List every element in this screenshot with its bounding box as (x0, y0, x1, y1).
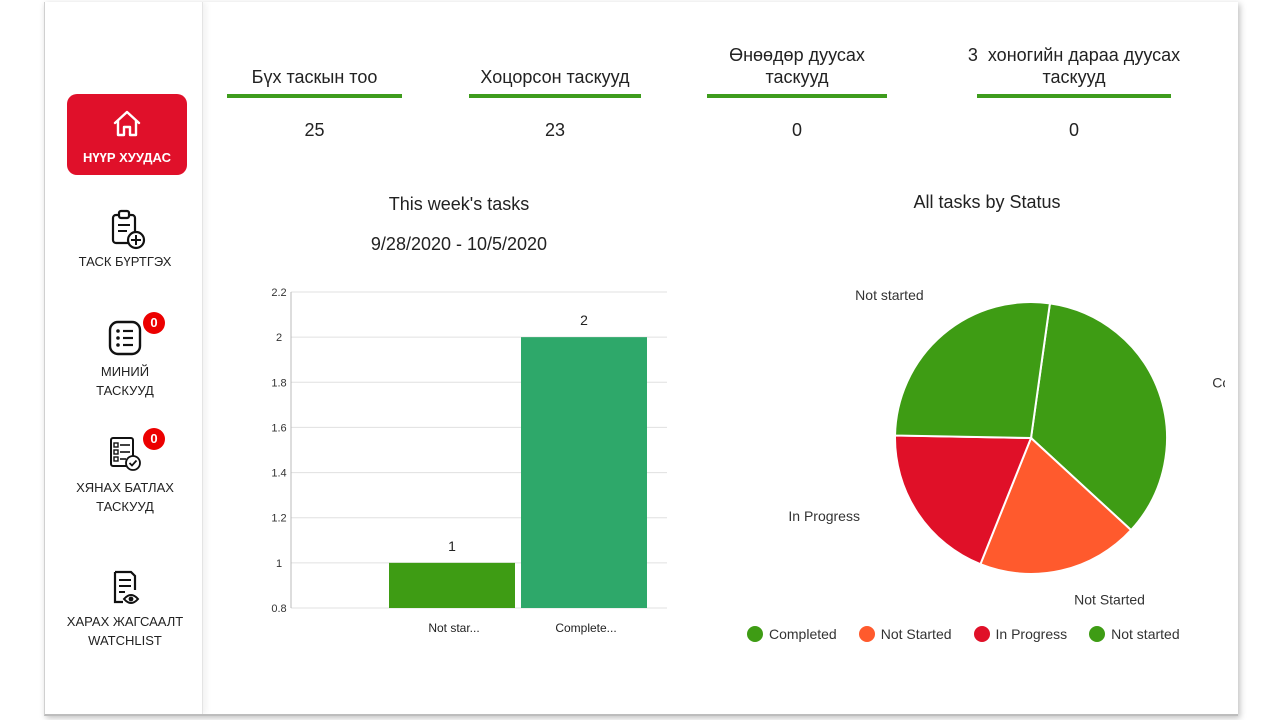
legend-swatch (858, 626, 875, 642)
legend-label: Completed (769, 626, 837, 642)
stat-due-today: Өнөөдөр дуусах таскууд 0 (707, 42, 887, 141)
pie-slice-label: Completed (1212, 374, 1225, 390)
stat-underline (227, 94, 402, 98)
pie-slice[interactable] (1029, 302, 1168, 532)
legend-label: In Progress (995, 626, 1068, 642)
bar-chart-subtitle: 9/28/2020 - 10/5/2020 (370, 234, 548, 254)
pie-slice[interactable] (894, 434, 1033, 566)
stat-underline (469, 94, 641, 98)
stat-label: Бүх таскын тоо (251, 67, 378, 87)
home-icon (107, 104, 147, 144)
y-tick-label: 0.8 (271, 603, 286, 615)
stat-overdue-tasks: Хоцорсон таскууд 23 (469, 42, 641, 141)
sidebar-item-home[interactable]: НҮҮР ХУУДАС (67, 94, 187, 175)
list-icon: 0 (105, 312, 165, 358)
legend-item-completed[interactable]: Completed (747, 626, 837, 642)
checklist-approve-icon: 0 (105, 428, 165, 474)
x-tick-label: Not star... (428, 621, 479, 635)
bar[interactable] (389, 562, 515, 608)
sidebar-item-label: ХАРАХ ЖАГСААЛТ (66, 614, 184, 629)
sidebar-item-label: ХЯНАХ БАТЛАХ ТАСКУУД (76, 480, 174, 514)
stat-due-in-3-days: 3 хоногийн дараа дуусах таскууд 0 (968, 42, 1180, 141)
bar-data-label: 2 (580, 312, 588, 328)
y-tick-label: 2 (276, 332, 282, 344)
y-tick-label: 1.2 (271, 513, 286, 525)
document-eye-icon (105, 568, 145, 608)
sidebar-item-watchlist[interactable]: ХАРАХ ЖАГСААЛТ WATCHLIST (55, 568, 195, 650)
sidebar-item-label: ТАСК БҮРТГЭХ (78, 254, 172, 269)
stat-total-tasks: Бүх таскын тоо 25 (227, 42, 402, 141)
stat-value: 0 (1068, 120, 1079, 140)
pie-slice-label: Not started (855, 287, 923, 303)
y-tick-label: 1.6 (271, 422, 286, 434)
sidebar-item-label: МИНИЙ ТАСКУУД (96, 364, 154, 398)
bar-chart: 0.8 1 1.2 1.4 1.6 1.8 2 2.2 1 Not star... 2 Complet… (271, 287, 667, 635)
stat-value: 23 (544, 120, 566, 140)
pie-chart: Completed Not Started In Progress Not start… (788, 287, 1225, 607)
pie-legend: Completed Not Started In Progress Not st… (747, 626, 1180, 642)
stat-underline (977, 94, 1171, 98)
stat-underline (707, 94, 887, 98)
sidebar-item-label: WATCHLIST (88, 633, 162, 648)
stat-label: 3 хоногийн дараа дуусах таскууд (967, 45, 1186, 87)
clipboard-add-icon (105, 208, 146, 250)
x-tick-label: Complete... (555, 621, 616, 635)
pie-chart-title: All tasks by Status (913, 192, 1061, 212)
y-tick-label: 1.8 (271, 377, 286, 389)
y-tick-label: 2.2 (271, 287, 286, 299)
y-tick-label: 1.4 (271, 468, 286, 480)
sidebar-item-review-tasks[interactable]: 0 ХЯНАХ БАТЛАХ ТАСКУУД (55, 428, 195, 516)
sidebar-item-label: НҮҮР ХУУДАС (82, 150, 172, 165)
sidebar-item-add-task[interactable]: ТАСК БҮРТГЭХ (55, 208, 195, 271)
legend-item-not-started-orange[interactable]: Not Started (858, 626, 952, 642)
stat-label: Хоцорсон таскууд (480, 67, 630, 87)
sidebar-item-my-tasks[interactable]: 0 МИНИЙ ТАСКУУД (55, 312, 195, 400)
pie-slice[interactable] (894, 301, 1052, 440)
legend-item-not-started-green[interactable]: Not started (1089, 626, 1180, 642)
bar-data-label: 1 (448, 538, 456, 554)
stat-value: 25 (304, 120, 325, 140)
notification-badge: 0 (143, 312, 165, 334)
legend-swatch (1089, 626, 1106, 642)
bar-chart-title: This week's tasks (388, 194, 530, 214)
y-tick-label: 1 (276, 558, 282, 570)
pie-slice-label: In Progress (788, 508, 860, 524)
legend-swatch (747, 626, 763, 642)
legend-label: Not started (1111, 626, 1180, 642)
legend-item-in-progress[interactable]: In Progress (973, 626, 1068, 642)
legend-label: Not Started (880, 626, 952, 642)
app-frame: НҮҮР ХУУДАС ТАСК БҮРТГЭХ 0 МИНИЙ ТАСКУУД… (44, 2, 1238, 716)
legend-swatch (973, 626, 990, 642)
stat-value: 0 (791, 120, 802, 140)
notification-badge: 0 (143, 428, 165, 450)
stat-label: Өнөөдөр дуусах таскууд (729, 45, 865, 87)
bar[interactable] (521, 337, 647, 608)
pie-slice-label: Not Started (1074, 591, 1145, 607)
sidebar: НҮҮР ХУУДАС ТАСК БҮРТГЭХ 0 МИНИЙ ТАСКУУД… (45, 2, 203, 714)
